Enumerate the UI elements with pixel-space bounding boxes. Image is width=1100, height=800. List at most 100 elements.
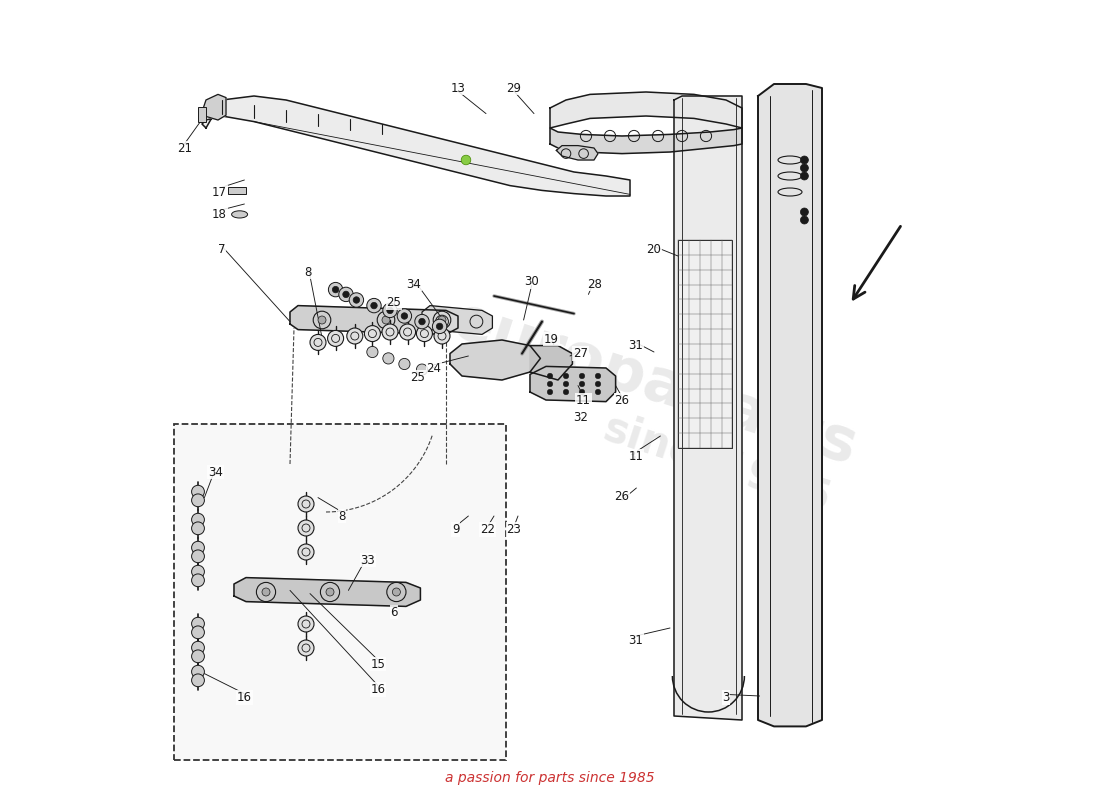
Polygon shape bbox=[758, 84, 822, 726]
Text: 34: 34 bbox=[407, 278, 421, 290]
Text: 6: 6 bbox=[390, 606, 398, 618]
Circle shape bbox=[397, 309, 411, 323]
Text: 20: 20 bbox=[647, 243, 661, 256]
Text: 32: 32 bbox=[573, 411, 587, 424]
Circle shape bbox=[595, 389, 601, 395]
Circle shape bbox=[563, 389, 569, 395]
Text: 19: 19 bbox=[544, 333, 559, 346]
Circle shape bbox=[438, 316, 446, 324]
Circle shape bbox=[326, 588, 334, 596]
Circle shape bbox=[364, 326, 381, 342]
Circle shape bbox=[399, 324, 416, 340]
Text: 3: 3 bbox=[723, 691, 729, 704]
Circle shape bbox=[298, 520, 314, 536]
Circle shape bbox=[801, 172, 808, 180]
Polygon shape bbox=[202, 96, 630, 196]
Circle shape bbox=[801, 208, 808, 216]
Circle shape bbox=[318, 316, 326, 324]
Circle shape bbox=[298, 496, 314, 512]
Circle shape bbox=[393, 588, 400, 596]
Circle shape bbox=[382, 316, 390, 324]
Text: 24: 24 bbox=[427, 362, 441, 374]
Circle shape bbox=[191, 574, 205, 586]
Circle shape bbox=[801, 156, 808, 164]
Text: 26: 26 bbox=[615, 490, 629, 502]
Text: 9: 9 bbox=[452, 523, 460, 536]
Text: 26: 26 bbox=[615, 394, 629, 406]
Circle shape bbox=[191, 642, 205, 654]
Text: 1: 1 bbox=[629, 450, 636, 462]
Circle shape bbox=[595, 373, 601, 379]
Text: 8: 8 bbox=[339, 510, 345, 522]
Circle shape bbox=[595, 381, 601, 387]
Circle shape bbox=[547, 389, 553, 395]
Polygon shape bbox=[202, 94, 226, 120]
Circle shape bbox=[191, 522, 205, 534]
FancyBboxPatch shape bbox=[174, 424, 506, 760]
Text: 16: 16 bbox=[371, 683, 385, 696]
Circle shape bbox=[332, 286, 339, 293]
Text: 11: 11 bbox=[576, 394, 591, 406]
Circle shape bbox=[191, 666, 205, 678]
Circle shape bbox=[343, 291, 349, 298]
Circle shape bbox=[346, 328, 363, 344]
Text: 29: 29 bbox=[506, 82, 521, 94]
Bar bbox=[678, 240, 733, 448]
Text: 17: 17 bbox=[212, 186, 227, 198]
Circle shape bbox=[191, 514, 205, 526]
Bar bbox=[229, 187, 246, 194]
Circle shape bbox=[371, 302, 377, 309]
Circle shape bbox=[191, 626, 205, 638]
Circle shape bbox=[801, 164, 808, 172]
Polygon shape bbox=[234, 578, 420, 606]
Circle shape bbox=[437, 323, 443, 330]
Polygon shape bbox=[530, 366, 616, 402]
Circle shape bbox=[298, 640, 314, 656]
Text: 13: 13 bbox=[451, 82, 465, 94]
Circle shape bbox=[580, 389, 585, 395]
Circle shape bbox=[339, 287, 353, 302]
Text: 8: 8 bbox=[305, 266, 312, 278]
Circle shape bbox=[366, 346, 378, 358]
Polygon shape bbox=[557, 146, 598, 160]
Polygon shape bbox=[550, 92, 742, 128]
Circle shape bbox=[399, 358, 410, 370]
Circle shape bbox=[191, 618, 205, 630]
Text: 23: 23 bbox=[507, 523, 521, 536]
Polygon shape bbox=[530, 346, 572, 380]
Circle shape bbox=[298, 544, 314, 560]
Polygon shape bbox=[674, 96, 742, 720]
Text: 18: 18 bbox=[212, 208, 227, 221]
Text: 16: 16 bbox=[236, 691, 252, 704]
Circle shape bbox=[328, 330, 343, 346]
Circle shape bbox=[262, 588, 270, 596]
Circle shape bbox=[563, 381, 569, 387]
Text: 28: 28 bbox=[587, 278, 602, 290]
Text: europaparts: europaparts bbox=[444, 290, 864, 478]
Polygon shape bbox=[450, 340, 540, 380]
Circle shape bbox=[402, 313, 408, 319]
Text: 34: 34 bbox=[208, 466, 223, 478]
Text: 31: 31 bbox=[628, 634, 643, 646]
Circle shape bbox=[383, 353, 394, 364]
Circle shape bbox=[310, 334, 326, 350]
Circle shape bbox=[801, 216, 808, 224]
Circle shape bbox=[580, 381, 585, 387]
Circle shape bbox=[191, 650, 205, 662]
Circle shape bbox=[329, 282, 343, 297]
Circle shape bbox=[298, 616, 314, 632]
Circle shape bbox=[434, 328, 450, 344]
Circle shape bbox=[191, 486, 205, 498]
Circle shape bbox=[191, 566, 205, 578]
Circle shape bbox=[383, 303, 397, 318]
Circle shape bbox=[417, 364, 428, 375]
Ellipse shape bbox=[232, 210, 248, 218]
Text: 31: 31 bbox=[628, 339, 643, 352]
Polygon shape bbox=[550, 128, 742, 154]
Bar bbox=[198, 107, 206, 122]
Text: since1985: since1985 bbox=[598, 407, 837, 521]
Circle shape bbox=[580, 373, 585, 379]
Circle shape bbox=[191, 494, 205, 506]
Polygon shape bbox=[290, 306, 458, 334]
Text: 33: 33 bbox=[360, 554, 375, 566]
